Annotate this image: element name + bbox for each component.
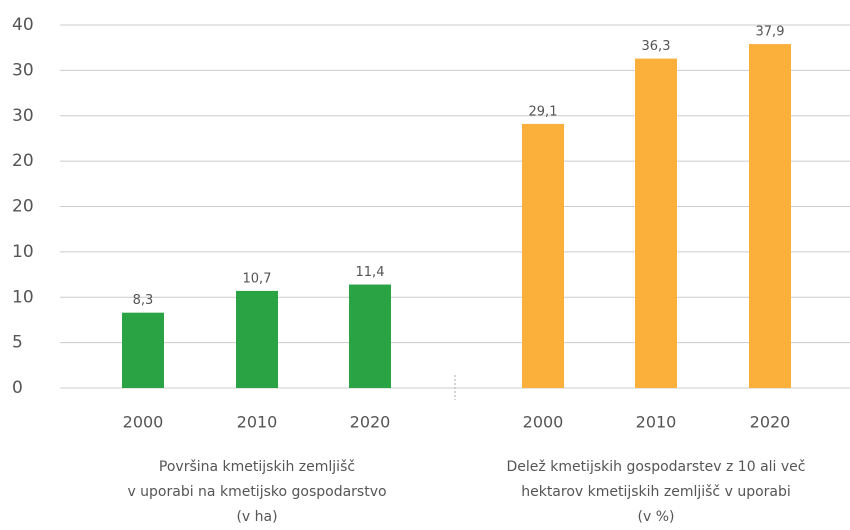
x-tick-label: 2000 [123,413,164,432]
bar [122,312,164,388]
bar [349,284,391,388]
group-label: Površina kmetijskih zemljišč [159,459,355,475]
x-tick-label: 2010 [237,413,278,432]
group-label: Delež kmetijskih gospodarstev z 10 ali v… [507,459,806,475]
value-label: 36,3 [642,39,671,54]
y-tick-label: 30 [12,60,34,80]
group-label: (v %) [638,509,675,525]
value-label: 37,9 [756,25,785,40]
x-tick-label: 2010 [636,413,677,432]
y-tick-label: 10 [12,287,34,307]
bar [635,58,677,388]
group-label: (v ha) [236,509,277,525]
group-label: v uporabi na kmetijsko gospodarstvo [127,484,386,500]
y-tick-label: 5 [12,333,23,353]
y-tick-label: 10 [12,242,34,262]
bar [749,44,791,389]
value-label: 11,4 [356,265,385,280]
group-label: hektarov kmetijskih zemljišč v uporabi [521,484,791,500]
y-tick-label: 20 [12,151,34,171]
y-tick-label: 30 [12,106,34,126]
y-tick-label: 40 [12,15,34,35]
value-label: 8,3 [133,293,154,308]
y-tick-label: 20 [12,197,34,217]
x-tick-label: 2000 [523,413,564,432]
value-label: 29,1 [529,104,558,119]
x-tick-label: 2020 [350,413,391,432]
bar [522,123,564,388]
bar [236,290,278,388]
y-tick-label: 0 [12,378,23,398]
x-tick-label: 2020 [750,413,791,432]
value-label: 10,7 [243,271,272,286]
